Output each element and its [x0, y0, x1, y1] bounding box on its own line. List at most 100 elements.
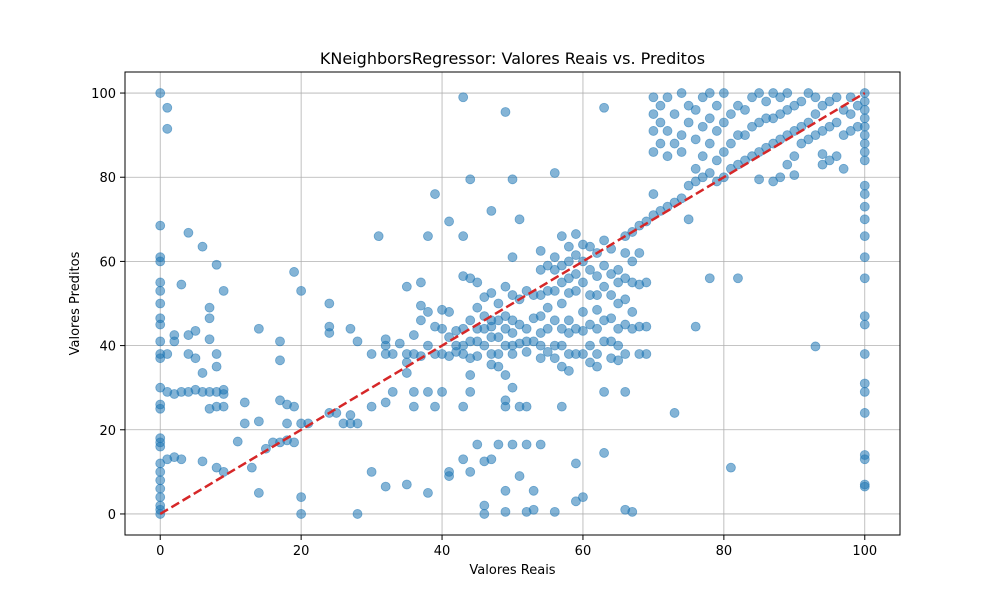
scatter-point	[571, 458, 581, 469]
scatter-point	[514, 471, 525, 481]
scatter-point	[155, 492, 166, 503]
scatter-point	[690, 321, 701, 332]
scatter-point	[859, 130, 870, 141]
scatter-point	[775, 92, 786, 103]
scatter-point	[620, 273, 631, 284]
scatter-point	[690, 104, 701, 115]
scatter-point	[155, 336, 166, 347]
scatter-point	[296, 509, 307, 519]
scatter-point	[493, 361, 504, 372]
scatter-point	[472, 277, 483, 288]
scatter-point	[831, 151, 842, 162]
scatter-point	[444, 351, 454, 362]
x-tick-label: 80	[716, 544, 733, 559]
scatter-point	[718, 117, 729, 128]
scatter-point	[775, 172, 786, 183]
scatter-point	[859, 311, 870, 322]
scatter-point	[472, 302, 483, 313]
scatter-point	[571, 269, 581, 279]
scatter-point	[697, 151, 708, 162]
scatter-point	[775, 109, 786, 119]
scatter-point	[500, 311, 511, 322]
scatter-point	[204, 334, 215, 345]
x-axis-label: Valores Reais	[469, 563, 555, 578]
scatter-point	[472, 439, 483, 450]
scatter-point	[859, 378, 870, 389]
scatter-point	[479, 340, 490, 351]
scatter-point	[430, 401, 440, 412]
scatter-point	[641, 349, 652, 359]
scatter-point	[690, 176, 701, 187]
scatter-point	[380, 481, 391, 492]
scatter-point	[747, 92, 757, 103]
scatter-point	[613, 323, 624, 334]
y-axis-label: Valores Preditos	[68, 251, 83, 355]
scatter-point	[859, 386, 870, 397]
scatter-point	[535, 328, 546, 338]
scatter-point	[521, 347, 532, 357]
scatter-point	[768, 88, 779, 98]
scatter-point	[754, 117, 764, 128]
scatter-point	[204, 313, 215, 324]
scatter-point	[690, 163, 701, 174]
scatter-point	[458, 349, 469, 359]
scatter-point	[556, 298, 567, 309]
scatter-point	[387, 386, 398, 397]
scatter-point	[507, 252, 518, 263]
scatter-point	[246, 462, 257, 473]
scatter-point	[253, 488, 264, 498]
scatter-point	[859, 481, 870, 492]
scatter-point	[549, 168, 560, 178]
scatter-point	[465, 370, 476, 380]
scatter-point	[549, 506, 560, 517]
x-tick-label: 40	[434, 544, 451, 559]
scatter-point	[500, 370, 511, 380]
scatter-point	[578, 325, 588, 336]
scatter-point	[704, 113, 715, 124]
scatter-point	[514, 214, 525, 225]
scatter-point	[324, 328, 335, 338]
scatter-point	[324, 298, 335, 309]
scatter-point	[416, 315, 426, 326]
scatter-point	[289, 267, 299, 277]
scatter-point	[859, 155, 870, 166]
scatter-point	[585, 340, 595, 351]
scatter-point	[704, 273, 715, 284]
scatter-point	[838, 130, 849, 141]
scatter-point	[408, 330, 419, 340]
ticks-layer: 0 20 40 60 80 100 0 20 40 60 80 100	[91, 87, 877, 559]
scatter-point	[563, 241, 574, 252]
scatter-point	[613, 277, 624, 288]
scatter-point	[394, 338, 405, 349]
scatter-point	[859, 214, 870, 225]
scatter-point	[507, 315, 518, 326]
scatter-point	[218, 401, 229, 412]
scatter-point	[493, 439, 504, 450]
scatter-point	[585, 319, 595, 330]
scatter-point	[838, 163, 849, 174]
scatter-point	[859, 180, 870, 191]
scatter-point	[711, 100, 722, 111]
scatter-point	[423, 231, 433, 242]
scatter-point	[507, 290, 518, 300]
scatter-point	[528, 336, 539, 347]
scatter-point	[493, 349, 504, 359]
scatter-point	[493, 315, 504, 326]
scatter-point	[578, 277, 588, 288]
scatter-point	[465, 386, 476, 397]
scatter-point	[592, 323, 602, 334]
scatter-point	[599, 235, 609, 246]
scatter-point	[232, 436, 243, 447]
scatter-point	[683, 180, 694, 191]
scatter-point	[500, 401, 511, 412]
y-tick-label: 0	[108, 508, 116, 523]
scatter-point	[380, 397, 391, 408]
scatter-point	[458, 231, 469, 242]
scatter-point	[401, 479, 412, 490]
scatter-point	[592, 304, 602, 315]
scatter-point	[599, 386, 609, 397]
scatter-point	[211, 349, 222, 359]
scatter-point	[155, 277, 166, 288]
scatter-point	[493, 298, 504, 309]
scatter-point	[620, 386, 631, 397]
